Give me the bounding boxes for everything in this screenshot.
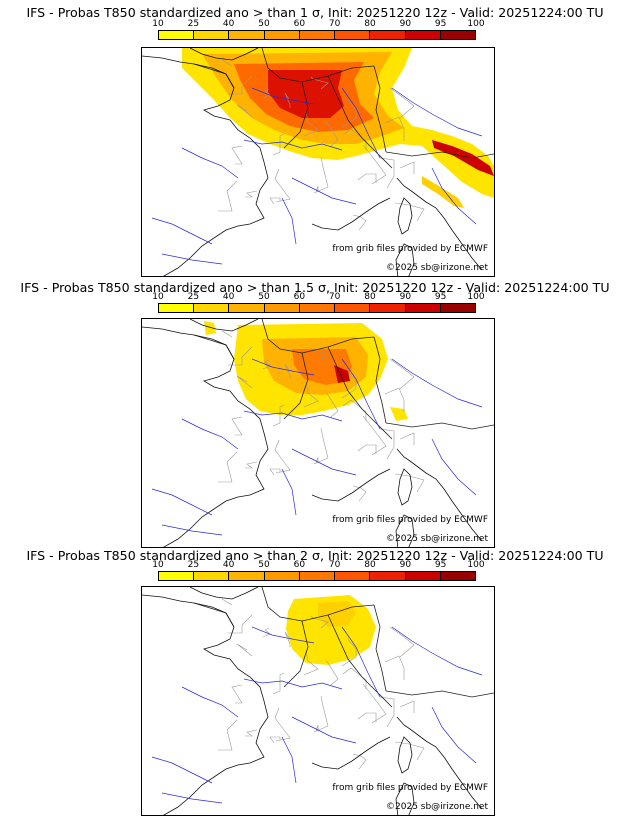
colorbar-tick-label: 25 xyxy=(187,19,200,29)
colorbar-segment xyxy=(405,304,441,312)
probability-field xyxy=(286,595,376,665)
colorbar-tick-label: 40 xyxy=(222,19,235,29)
rivers xyxy=(151,87,483,265)
colorbar-tick-label: 70 xyxy=(328,560,341,570)
colorbar-ticks: 10 25 40 50 60 70 80 90 95 100 xyxy=(152,292,484,302)
colorbar-tick-label: 95 xyxy=(434,292,447,302)
colorbar-segment xyxy=(194,304,230,312)
colorbar-segment xyxy=(440,31,475,39)
colorbar-tick-label: 40 xyxy=(222,292,235,302)
colorbar-tick-label: 25 xyxy=(187,292,200,302)
colorbar-segment xyxy=(440,304,475,312)
panel-title: IFS - Probas T850 standardized ano > tha… xyxy=(26,5,604,20)
colorbar-segment xyxy=(299,572,336,580)
region-borders xyxy=(218,59,425,231)
prob-region-italy xyxy=(422,176,464,208)
colorbar-tick-label: 80 xyxy=(364,19,376,29)
rivers xyxy=(151,626,483,804)
prob-region-alps xyxy=(432,140,494,176)
colorbar xyxy=(158,30,476,40)
colorbar-tick-label: 10 xyxy=(152,560,164,570)
colorbar-tick-label: 60 xyxy=(293,560,306,570)
colorbar-tick-label: 90 xyxy=(399,560,412,570)
colorbar-tick-label: 95 xyxy=(434,560,447,570)
colorbar-tick-label: 100 xyxy=(467,19,485,29)
credit-source: from grib files provided by ECMWF xyxy=(332,783,488,793)
credit-copyright: ©2025 sb@irizone.net xyxy=(386,263,488,273)
colorbar-segment xyxy=(440,572,475,580)
colorbar-tick-label: 80 xyxy=(364,560,376,570)
colorbar-ticks: 10 25 40 50 60 70 80 90 95 100 xyxy=(152,560,484,570)
colorbar-segment xyxy=(335,304,371,312)
map-svg xyxy=(142,587,494,815)
coastline xyxy=(142,587,483,815)
colorbar-segment xyxy=(264,31,300,39)
probability-field xyxy=(182,48,494,208)
colorbar-segment xyxy=(405,31,441,39)
colorbar-segment xyxy=(405,572,441,580)
colorbar-tick-label: 70 xyxy=(328,19,341,29)
region-borders xyxy=(218,330,425,502)
colorbar-tick-label: 25 xyxy=(187,560,200,570)
colorbar-tick-label: 50 xyxy=(258,292,270,302)
colorbar-segment xyxy=(264,304,300,312)
colorbar-tick-label: 60 xyxy=(293,292,306,302)
probability-map: from grib files provided by ECMWF ©2025 s… xyxy=(141,318,495,548)
colorbar-segment xyxy=(229,31,265,39)
colorbar xyxy=(158,571,476,581)
map-svg xyxy=(142,319,494,547)
colorbar-segment xyxy=(229,304,265,312)
colorbar-segment xyxy=(370,31,406,39)
panel-title: IFS - Probas T850 standardized ano > tha… xyxy=(26,548,604,563)
credit-source: from grib files provided by ECMWF xyxy=(332,515,488,525)
probability-map: from grib files provided by ECMWF ©2025 s… xyxy=(141,47,495,277)
panel-title: IFS - Probas T850 standardized ano > tha… xyxy=(20,280,610,295)
colorbar-tick-label: 80 xyxy=(364,292,376,302)
colorbar-segment xyxy=(264,572,300,580)
colorbar-segment xyxy=(159,572,195,580)
colorbar-tick-label: 50 xyxy=(258,560,270,570)
colorbar-segment xyxy=(335,31,371,39)
credit-source: from grib files provided by ECMWF xyxy=(332,244,488,254)
colorbar-tick-label: 100 xyxy=(467,292,485,302)
colorbar-tick-label: 70 xyxy=(328,292,341,302)
prob-region-isolated xyxy=(390,407,408,421)
map-svg xyxy=(142,48,494,276)
colorbar-segment xyxy=(229,572,265,580)
colorbar-segment xyxy=(194,572,230,580)
coastline xyxy=(142,48,483,276)
colorbar-tick-label: 90 xyxy=(399,292,412,302)
colorbar-tick-label: 90 xyxy=(399,19,412,29)
colorbar-ticks: 10 25 40 50 60 70 80 90 95 100 xyxy=(152,19,484,29)
credit-copyright: ©2025 sb@irizone.net xyxy=(386,802,488,812)
map-panel-2: IFS - Probas T850 standardized ano > tha… xyxy=(0,270,630,550)
colorbar-tick-label: 40 xyxy=(222,560,235,570)
map-panel-3: IFS - Probas T850 standardized ano > tha… xyxy=(0,538,630,828)
coastline xyxy=(142,319,483,547)
colorbar-segment xyxy=(194,31,230,39)
colorbar-tick-label: 60 xyxy=(293,19,306,29)
colorbar-tick-label: 95 xyxy=(434,19,447,29)
colorbar-segment xyxy=(159,31,195,39)
colorbar-segment xyxy=(370,572,406,580)
colorbar-tick-label: 50 xyxy=(258,19,270,29)
probability-map: from grib files provided by ECMWF ©2025 s… xyxy=(141,586,495,816)
colorbar-tick-label: 100 xyxy=(467,560,485,570)
colorbar xyxy=(158,303,476,313)
probability-field xyxy=(204,321,408,421)
colorbar-segment xyxy=(299,304,336,312)
colorbar-segment xyxy=(335,572,371,580)
credit-copyright: ©2025 sb@irizone.net xyxy=(386,534,488,544)
colorbar-tick-label: 10 xyxy=(152,292,164,302)
colorbar-segment xyxy=(370,304,406,312)
prob-region-mid xyxy=(318,601,356,627)
prob-region-isolated xyxy=(204,321,216,335)
rivers xyxy=(151,358,483,536)
colorbar-segment xyxy=(159,304,195,312)
colorbar-segment xyxy=(299,31,336,39)
colorbar-tick-label: 10 xyxy=(152,19,164,29)
map-panel-1: IFS - Probas T850 standardized ano > tha… xyxy=(0,0,630,280)
